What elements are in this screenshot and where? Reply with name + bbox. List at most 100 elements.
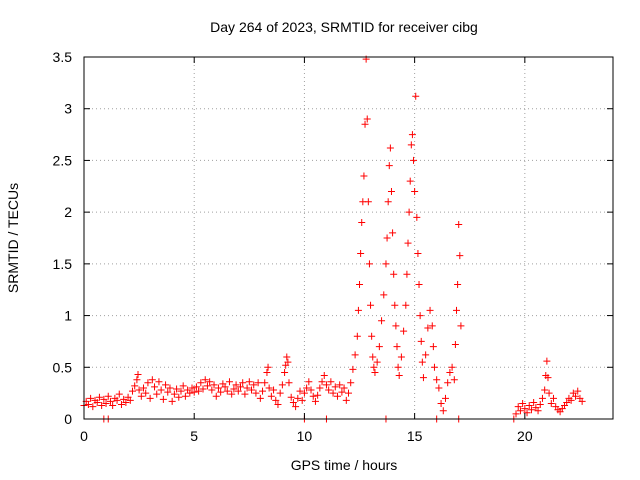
data-point <box>541 386 549 394</box>
data-point <box>128 387 136 395</box>
data-point <box>221 383 229 391</box>
data-point <box>188 384 196 392</box>
data-point <box>360 172 368 180</box>
data-point <box>294 394 302 402</box>
plot-frame <box>83 56 614 420</box>
data-point <box>98 402 106 410</box>
data-point <box>296 387 304 395</box>
data-point <box>245 378 253 386</box>
data-point <box>89 403 97 411</box>
data-point <box>435 384 443 392</box>
data-point <box>547 399 555 407</box>
data-point <box>305 378 313 386</box>
data-point <box>131 382 139 390</box>
data-point <box>190 388 198 396</box>
data-point <box>417 337 425 345</box>
data-point <box>230 385 238 393</box>
data-point <box>538 394 546 402</box>
data-point <box>408 131 416 139</box>
data-point <box>393 343 401 351</box>
data-point <box>170 390 178 398</box>
data-point <box>530 398 538 406</box>
data-point <box>512 410 520 418</box>
data-point <box>369 353 377 361</box>
data-point <box>361 120 369 128</box>
y-tick-label: 0.5 <box>53 359 73 375</box>
data-point <box>314 391 322 399</box>
data-point <box>289 398 297 406</box>
data-point <box>412 92 420 100</box>
data-point <box>232 381 240 389</box>
data-point <box>327 378 335 386</box>
data-point <box>370 363 378 371</box>
data-point <box>259 387 267 395</box>
data-point <box>93 398 101 406</box>
data-point <box>175 393 183 401</box>
data-point <box>385 162 393 170</box>
data-point <box>318 378 326 386</box>
data-point <box>340 384 348 392</box>
data-point <box>543 357 551 365</box>
data-point <box>428 322 436 330</box>
y-tick-label: 0 <box>64 411 72 427</box>
data-point <box>250 381 258 389</box>
y-tick-label: 2 <box>64 204 72 220</box>
data-point <box>243 384 251 392</box>
data-point <box>203 382 211 390</box>
data-point <box>239 379 247 387</box>
data-point <box>173 385 181 393</box>
y-tick-label: 2.5 <box>53 152 73 168</box>
data-point <box>416 312 424 320</box>
y-axis-label: SRMTID / TECUs <box>5 183 21 293</box>
data-point <box>261 379 269 387</box>
data-point <box>197 379 205 387</box>
grid-lines <box>84 57 613 419</box>
data-point <box>248 386 256 394</box>
data-point <box>563 398 571 406</box>
data-point <box>422 351 430 359</box>
data-point <box>338 388 346 396</box>
data-point <box>265 384 273 392</box>
data-point <box>414 250 422 258</box>
data-point <box>380 291 388 299</box>
data-point <box>534 407 542 415</box>
data-point <box>545 389 553 397</box>
data-point <box>404 239 412 247</box>
data-point <box>133 376 141 384</box>
data-point <box>567 396 575 404</box>
data-point <box>456 252 464 260</box>
data-point <box>100 395 108 403</box>
data-point <box>392 322 400 330</box>
data-point <box>450 376 458 384</box>
data-point <box>395 372 403 380</box>
data-point <box>574 387 582 395</box>
data-point <box>84 401 92 409</box>
data-point <box>284 358 292 366</box>
data-point <box>378 317 386 325</box>
data-point <box>177 387 185 395</box>
data-point <box>142 389 150 397</box>
data-point <box>181 392 189 400</box>
data-point <box>151 383 159 391</box>
x-axis-label: GPS time / hours <box>291 457 398 473</box>
data-point <box>358 218 366 226</box>
data-point <box>410 156 418 164</box>
data-point <box>186 389 194 397</box>
data-point <box>403 270 411 278</box>
data-point <box>336 381 344 389</box>
y-axis-ticks: 0 0.5 1 1.5 2 2.5 3 3.5 <box>53 49 613 427</box>
x-tick-label: 5 <box>190 428 198 444</box>
data-point <box>254 379 262 387</box>
data-point <box>523 409 531 417</box>
data-point <box>444 379 452 387</box>
data-point <box>391 301 399 309</box>
data-point <box>208 386 216 394</box>
data-point <box>272 396 280 404</box>
data-point <box>364 198 372 206</box>
data-point <box>516 407 524 415</box>
data-point <box>389 229 397 237</box>
data-point <box>357 250 365 258</box>
data-point <box>102 399 110 407</box>
data-point <box>316 384 324 392</box>
data-point <box>192 383 200 391</box>
